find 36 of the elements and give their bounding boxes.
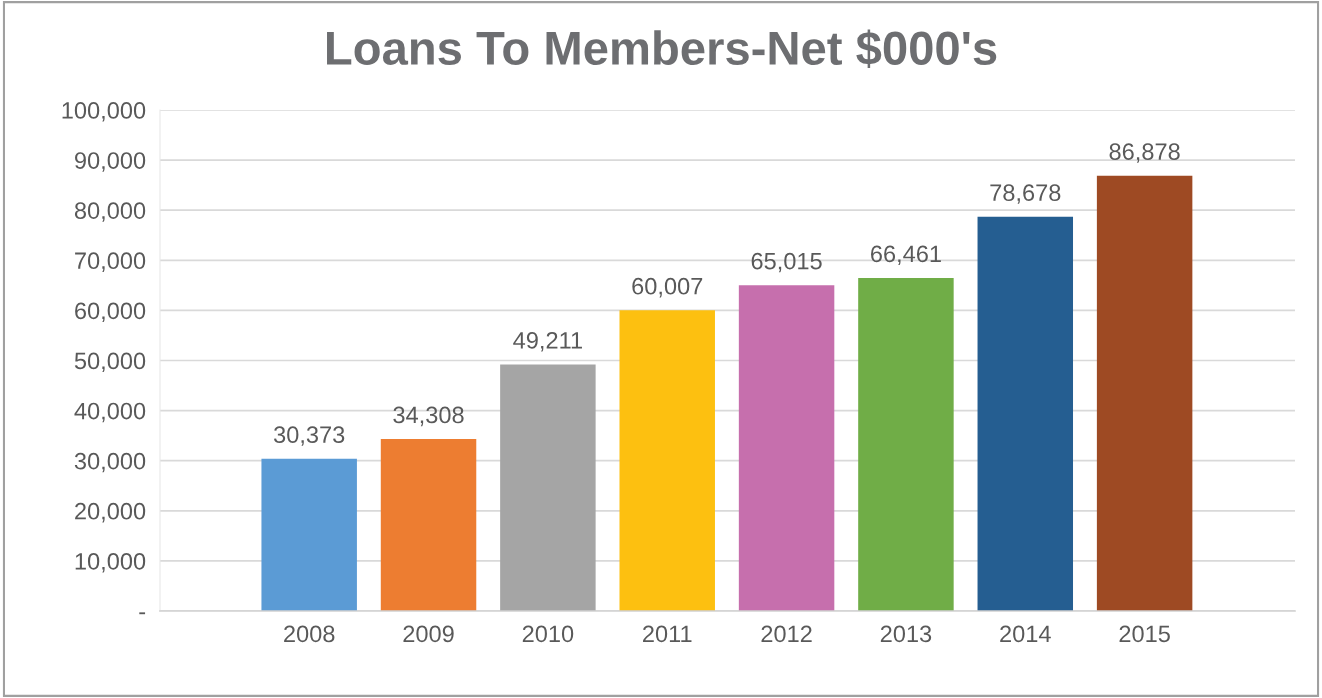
y-tick-label: 100,000 <box>62 102 146 122</box>
x-tick-label: 2009 <box>403 625 454 643</box>
y-tick-label: 40,000 <box>74 402 146 423</box>
y-tick-label: 30,000 <box>74 452 146 473</box>
x-tick-label: 2014 <box>1000 625 1051 643</box>
chart-title: Loans To Members-Net $000's <box>327 29 997 69</box>
bar <box>261 458 357 611</box>
y-tick-label: 10,000 <box>75 552 146 573</box>
bar <box>500 364 596 611</box>
x-tick-label: 2015 <box>1119 625 1170 643</box>
data-label: 78,678 <box>990 184 1061 204</box>
y-tick-label: 80,000 <box>74 202 146 222</box>
data-label: 49,211 <box>513 331 582 352</box>
x-tick-label: 2013 <box>880 625 932 643</box>
y-tick-label: - <box>139 612 146 615</box>
data-label: 34,308 <box>393 406 464 427</box>
y-tick-label: 70,000 <box>75 252 146 272</box>
x-tick-label: 2011 <box>643 625 692 643</box>
y-tick-label: 50,000 <box>74 352 146 373</box>
x-tick-label: 2012 <box>761 625 812 643</box>
bar <box>858 278 954 611</box>
data-label: 86,878 <box>1109 143 1180 163</box>
y-tick-label: 90,000 <box>75 152 146 172</box>
data-label: 66,461 <box>871 245 941 266</box>
x-tick-label: 2008 <box>284 625 335 643</box>
data-label: 60,007 <box>632 277 703 298</box>
bar <box>738 285 835 611</box>
data-label: 30,373 <box>273 426 345 446</box>
bar <box>380 439 477 611</box>
bar <box>1096 175 1193 611</box>
data-label: 65,015 <box>751 252 822 273</box>
bar <box>619 310 715 611</box>
bar <box>977 216 1074 611</box>
x-tick-label: 2010 <box>522 625 574 643</box>
y-tick-label: 60,000 <box>75 302 146 322</box>
y-tick-label: 20,000 <box>75 502 146 523</box>
